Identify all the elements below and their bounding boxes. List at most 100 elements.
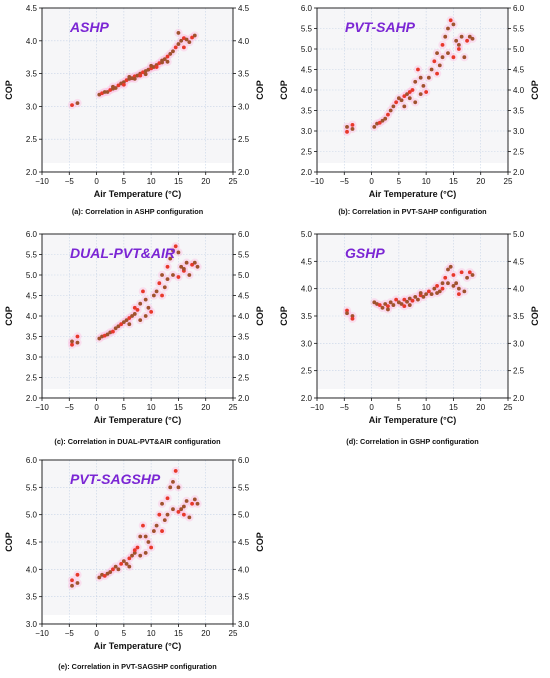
data-point	[111, 567, 115, 572]
y-tick-label-right: 3.5	[513, 107, 525, 116]
y-tick-label-left: 3.0	[26, 102, 38, 111]
data-point	[429, 67, 434, 72]
x-tick-label: 25	[229, 403, 238, 412]
y-tick-label-left: 3.5	[301, 107, 313, 116]
data-point	[160, 501, 164, 506]
y-tick-label-left: 4.0	[26, 37, 38, 46]
x-tick-label: 5	[122, 403, 127, 412]
y-tick-label-left: 5.0	[301, 230, 313, 239]
data-point	[127, 564, 132, 569]
data-point	[119, 322, 124, 327]
data-point	[345, 129, 349, 134]
data-point	[190, 501, 194, 506]
x-tick-label: 15	[174, 629, 183, 638]
data-point	[470, 36, 475, 41]
y-axis-label-left: COP	[279, 80, 289, 100]
data-point	[70, 583, 74, 588]
data-point	[127, 322, 132, 327]
chart-svg-d: −10 −5 0 5 10 15 20 252.0 2.02.5 2.53.0 3.03.5 3.54…	[279, 230, 540, 425]
data-point	[138, 73, 143, 78]
data-point	[124, 561, 129, 566]
data-point	[184, 499, 189, 503]
x-tick-label: 20	[476, 403, 485, 412]
data-point	[181, 45, 186, 50]
y-tick-label-right: 2.5	[238, 135, 250, 144]
data-point	[181, 512, 186, 517]
data-point	[149, 63, 154, 68]
plot-lower-band	[43, 614, 232, 623]
data-point	[386, 304, 390, 309]
data-point	[446, 51, 450, 55]
data-point	[176, 485, 181, 490]
data-point	[75, 572, 80, 577]
data-point	[443, 275, 448, 280]
x-tick-label: 0	[369, 403, 374, 412]
y-tick-label-right: 5.5	[513, 25, 525, 34]
data-point	[176, 510, 181, 514]
data-point	[138, 318, 143, 322]
data-point	[459, 270, 464, 275]
data-point	[432, 286, 437, 291]
data-point	[383, 116, 388, 121]
data-point	[187, 40, 192, 45]
data-point	[386, 112, 390, 117]
x-tick-label: 0	[94, 403, 99, 412]
y-tick-label-left: 5.0	[26, 511, 38, 520]
data-point	[171, 248, 175, 253]
data-point	[179, 264, 184, 269]
x-axis-label: Air Temperature (°C)	[369, 189, 456, 199]
data-point	[418, 291, 423, 295]
y-tick-label-right: 6.0	[513, 4, 525, 13]
y-axis-label-left: COP	[4, 306, 14, 326]
data-point	[132, 305, 137, 310]
x-tick-label: 25	[229, 629, 238, 638]
data-point	[456, 286, 461, 291]
data-point	[162, 285, 167, 290]
plot-lower-band	[43, 162, 232, 171]
y-tick-label-right: 2.0	[513, 168, 525, 177]
data-point	[413, 100, 418, 105]
x-tick-label: 15	[449, 403, 458, 412]
data-point	[424, 292, 429, 297]
y-tick-label-left: 3.0	[26, 353, 38, 362]
data-point	[75, 340, 80, 345]
y-axis-label-right: COP	[255, 306, 265, 326]
data-point	[176, 42, 181, 46]
data-point	[108, 570, 113, 574]
chart-svg-a: −10 −5 0 5 10 15 20 252.0 2.02.5 2.53.0 3.03.5 3.54…	[4, 4, 265, 199]
x-tick-label: 5	[122, 629, 127, 638]
data-point	[149, 545, 154, 550]
caption-a: (a): Correlation in ASHP configuration	[71, 207, 204, 216]
x-tick-label: 15	[174, 177, 183, 186]
y-tick-label-right: 2.0	[238, 168, 250, 177]
x-axis-label: Air Temperature (°C)	[94, 641, 181, 651]
x-tick-label: 0	[369, 177, 374, 186]
data-point	[157, 281, 162, 286]
x-tick-label: −10	[35, 403, 49, 412]
data-point	[380, 305, 385, 310]
data-point	[173, 244, 178, 249]
data-point	[181, 266, 186, 271]
data-point	[141, 523, 145, 528]
data-point	[465, 275, 469, 280]
data-point	[388, 108, 393, 113]
y-tick-label-right: 3.0	[238, 620, 250, 629]
plot-lower-band	[318, 162, 507, 171]
data-point	[377, 303, 382, 307]
data-point	[195, 264, 200, 269]
x-axis-label: Air Temperature (°C)	[369, 415, 456, 425]
y-tick-label-right: 2.5	[238, 374, 250, 383]
chart-title: PVT-SAGSHP	[70, 471, 161, 487]
data-point	[424, 90, 429, 94]
data-point	[70, 578, 74, 583]
data-point	[105, 90, 110, 94]
caption-b: (b): Correlation in PVT-SAHP configurati…	[338, 207, 487, 216]
x-tick-label: 20	[201, 629, 210, 638]
data-point	[372, 300, 377, 305]
data-point	[402, 297, 407, 302]
data-point	[173, 45, 178, 50]
x-axis-label: Air Temperature (°C)	[94, 415, 181, 425]
y-tick-label-left: 4.0	[301, 86, 313, 95]
y-tick-label-left: 3.5	[26, 333, 38, 342]
data-point	[135, 545, 140, 550]
